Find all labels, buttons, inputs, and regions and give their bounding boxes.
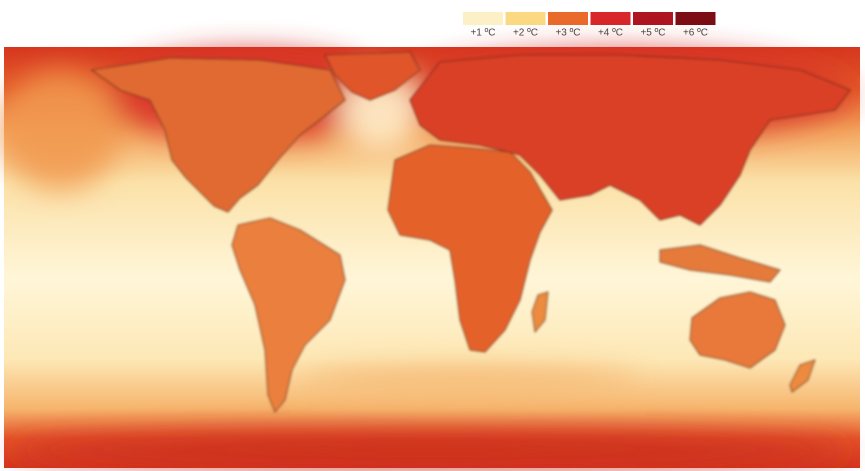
legend-swatch <box>548 12 588 25</box>
legend-label: +4 ºC <box>598 28 623 39</box>
legend-swatch <box>633 12 673 25</box>
map <box>0 47 860 468</box>
south-america <box>231 217 346 413</box>
legend: +1 ºC +2 ºC +3 ºC +4 ºC +5 ºC +6 ºC <box>463 12 716 39</box>
legend-label: +5 ºC <box>640 28 665 39</box>
legend-swatch <box>590 12 631 25</box>
greenland <box>324 51 421 101</box>
legend-swatch <box>675 12 716 25</box>
new-zealand <box>789 359 816 393</box>
continents <box>91 51 851 413</box>
legend-label: +1 ºC <box>470 28 495 39</box>
indonesia <box>659 244 781 283</box>
australia <box>689 291 786 369</box>
legend-label: +6 ºC <box>683 28 708 39</box>
legend-label: +3 ºC <box>555 28 580 39</box>
legend-swatch <box>505 12 546 25</box>
north-america <box>91 57 346 213</box>
eurasia <box>409 54 851 226</box>
madagascar <box>531 291 549 333</box>
legend-label: +2 ºC <box>513 28 538 39</box>
legend-swatch <box>463 12 503 25</box>
